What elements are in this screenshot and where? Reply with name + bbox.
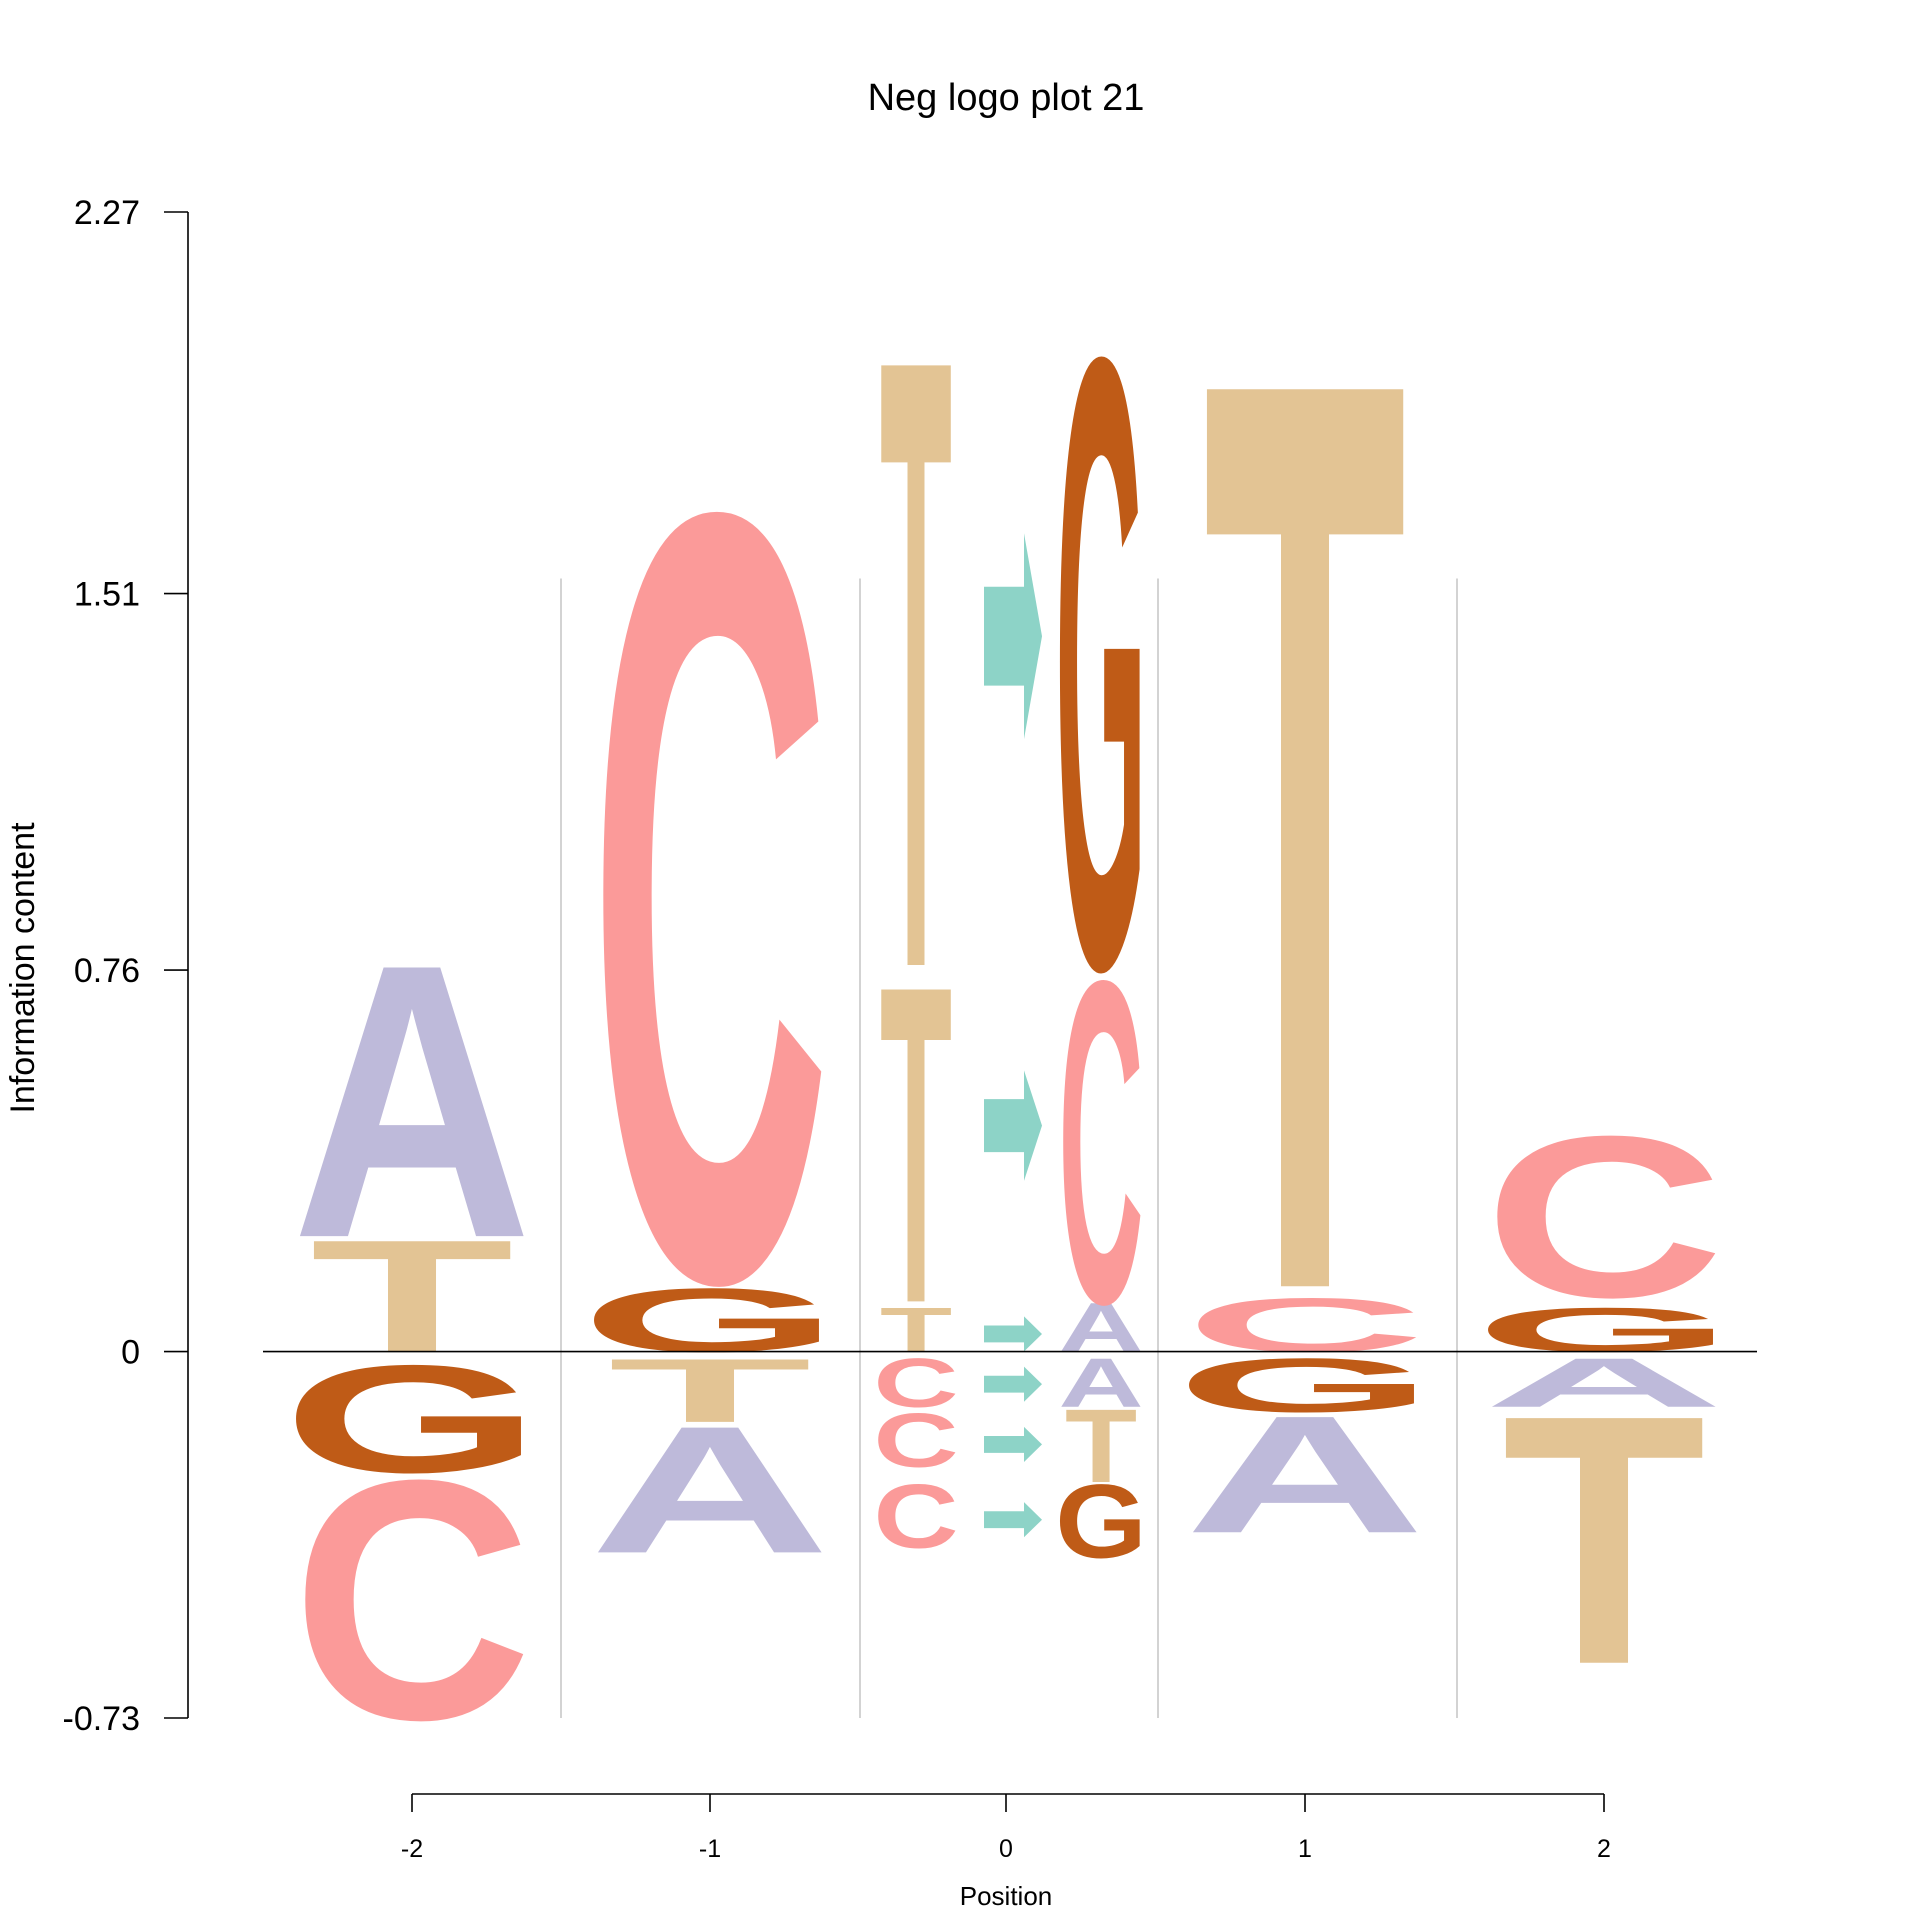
logo-letter-A: A xyxy=(1185,1381,1426,1568)
logo-letter-T: T xyxy=(310,1207,514,1386)
logo-letter-G: G xyxy=(1474,1295,1733,1365)
arrow-mark xyxy=(984,533,1042,740)
logo-letter-C: C xyxy=(292,1408,533,1791)
arrow-marks xyxy=(984,533,1042,1538)
logo-letter-C: C xyxy=(873,1343,958,1421)
x-axis: -2 -1 0 1 2 xyxy=(401,1793,1611,1863)
logo-letter-C: C xyxy=(873,1466,958,1567)
logo-letter-A: A xyxy=(1058,1288,1143,1366)
logo-letter-C: C xyxy=(1484,1088,1725,1345)
logo-letter-C: C xyxy=(873,1398,958,1484)
logo-letter-A: A xyxy=(1484,1344,1725,1422)
logo-letter-G: G xyxy=(282,1333,541,1504)
logo-letter-G: G xyxy=(580,1270,839,1371)
y-tick-label: 0 xyxy=(121,1334,140,1372)
logo-letter-T: T xyxy=(880,892,952,1398)
logo-letter-C: C xyxy=(1185,1282,1426,1368)
x-tick-label: 1 xyxy=(1298,1835,1312,1863)
logo-letter-A: A xyxy=(590,1388,831,1591)
logo-letter-T: T xyxy=(608,1340,812,1441)
y-tick-label: -0.73 xyxy=(63,1700,141,1738)
arrow-mark xyxy=(984,1426,1042,1462)
logo-letter-C: C xyxy=(590,287,831,1509)
logo-letter-G: G xyxy=(1055,1463,1147,1580)
arrow-mark xyxy=(984,1070,1042,1181)
arrow-mark xyxy=(984,1502,1042,1538)
x-tick-label: -2 xyxy=(401,1835,423,1863)
y-tick-label: 1.51 xyxy=(74,576,140,614)
x-tick-label: -1 xyxy=(699,1835,721,1863)
position-separators xyxy=(560,578,1458,1718)
y-axis: 2.27 1.51 0.76 0 -0.73 xyxy=(63,194,189,1738)
logo-letter-T: T xyxy=(880,176,952,1150)
chart-title: Neg logo plot 21 xyxy=(868,77,1145,119)
logo-letter-A: A xyxy=(1058,1343,1143,1421)
x-tick-label: 2 xyxy=(1597,1835,1611,1863)
logo-letter-T: T xyxy=(880,1295,952,1365)
arrow-mark xyxy=(984,1366,1042,1402)
logo-letter-A: A xyxy=(292,882,533,1319)
logo-letter-T: T xyxy=(1203,107,1407,1563)
logo-letter-G: G xyxy=(1175,1343,1434,1429)
y-tick-label: 2.27 xyxy=(74,194,140,232)
logo-letter-T: T xyxy=(1065,1387,1137,1504)
logo-letter-G: G xyxy=(1055,176,1147,1150)
logo-letter-T: T xyxy=(1502,1342,1706,1739)
x-axis-label: Position xyxy=(960,1881,1053,1911)
y-tick-label: 0.76 xyxy=(74,952,140,990)
y-axis-label: Information content xyxy=(4,822,42,1114)
x-tick-label: 0 xyxy=(999,1835,1013,1863)
logo-letter-C: C xyxy=(1058,886,1143,1400)
arrow-mark xyxy=(984,1316,1042,1352)
